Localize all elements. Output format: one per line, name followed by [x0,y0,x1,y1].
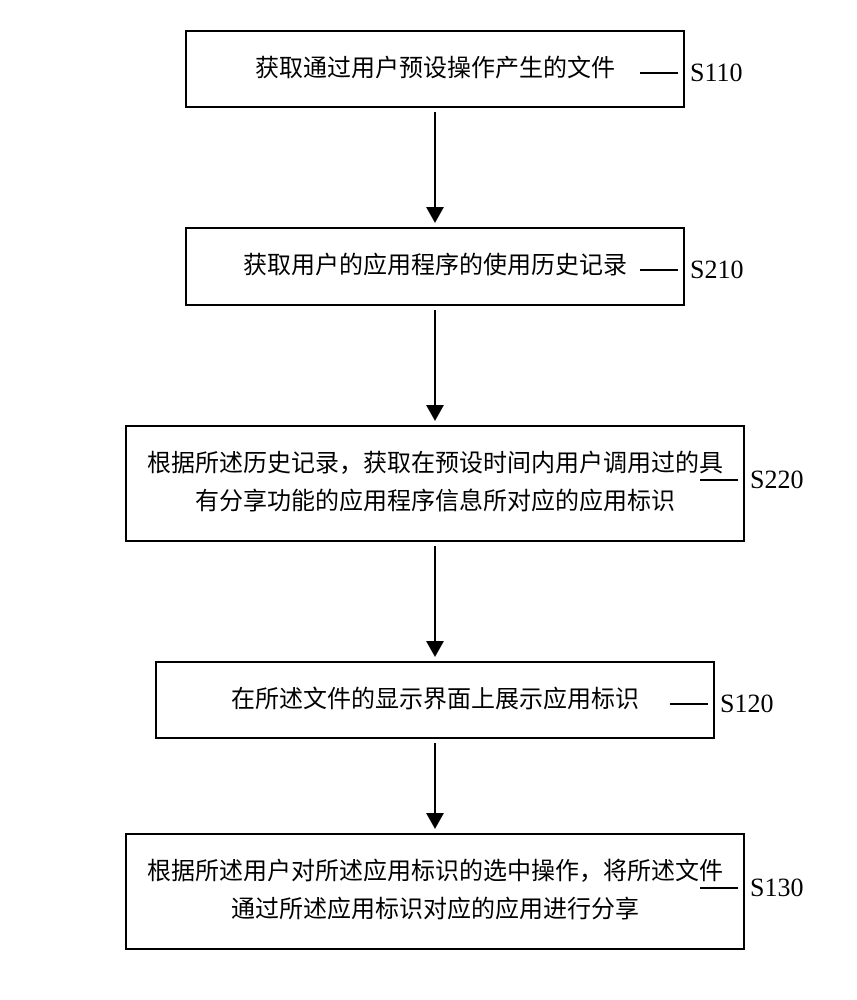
arrow-head-icon [426,207,444,223]
flow-arrow [426,310,444,421]
flow-node-n3: 根据所述历史记录，获取在预设时间内用户调用过的具有分享功能的应用程序信息所对应的… [125,425,745,542]
flow-node-n2: 获取用户的应用程序的使用历史记录 [185,227,685,305]
arrow-line [434,743,436,813]
flow-step-row: 根据所述用户对所述应用标识的选中操作，将所述文件通过所述应用标识对应的应用进行分… [60,833,810,950]
flow-node-label: S120 [720,689,773,719]
label-tick [640,269,678,271]
arrow-line [434,546,436,641]
flow-node-text: 获取用户的应用程序的使用历史记录 [243,247,627,285]
arrow-head-icon [426,641,444,657]
flow-step-row: 获取用户的应用程序的使用历史记录 S210 [60,227,810,305]
flow-step-row: 获取通过用户预设操作产生的文件 S110 [60,30,810,108]
flow-node-label: S210 [690,255,743,285]
flow-arrow [426,743,444,829]
flow-node-label: S130 [750,873,803,903]
flow-node-label: S110 [690,58,743,88]
flow-node-text: 获取通过用户预设操作产生的文件 [255,50,615,88]
flow-node-text: 根据所述用户对所述应用标识的选中操作，将所述文件通过所述应用标识对应的应用进行分… [147,853,723,930]
arrow-head-icon [426,813,444,829]
flow-node-text: 在所述文件的显示界面上展示应用标识 [231,681,639,719]
flow-arrow [426,546,444,657]
label-tick [640,72,678,74]
flowchart-container: 获取通过用户预设操作产生的文件 S110 获取用户的应用程序的使用历史记录 S210 根… [60,30,810,950]
flow-step-row: 根据所述历史记录，获取在预设时间内用户调用过的具有分享功能的应用程序信息所对应的… [60,425,810,542]
flow-node-n1: 获取通过用户预设操作产生的文件 [185,30,685,108]
flow-node-text: 根据所述历史记录，获取在预设时间内用户调用过的具有分享功能的应用程序信息所对应的… [147,445,723,522]
label-tick [670,703,708,705]
flow-node-label: S220 [750,465,803,495]
label-tick [700,887,738,889]
flow-node-n5: 根据所述用户对所述应用标识的选中操作，将所述文件通过所述应用标识对应的应用进行分… [125,833,745,950]
arrow-head-icon [426,405,444,421]
flow-node-n4: 在所述文件的显示界面上展示应用标识 [155,661,715,739]
label-tick [700,479,738,481]
arrow-line [434,310,436,405]
flow-arrow [426,112,444,223]
arrow-line [434,112,436,207]
flow-step-row: 在所述文件的显示界面上展示应用标识 S120 [60,661,810,739]
